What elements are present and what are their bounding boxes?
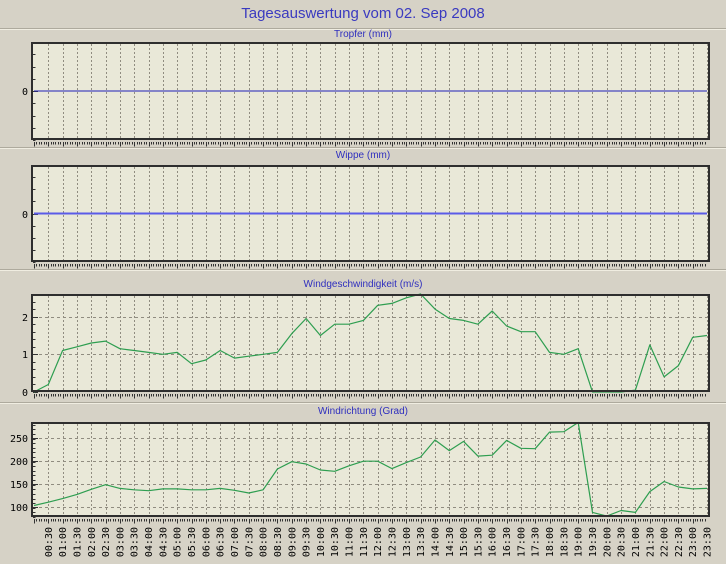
x-axis-time-label: 13:00: [402, 527, 413, 557]
x-axis-time-label: 00:30: [44, 527, 55, 557]
section-divider: [0, 269, 726, 271]
tropfer-plot: 0: [22, 42, 710, 147]
x-axis-time-label: 07:30: [244, 527, 255, 557]
x-axis-time-label: 02:00: [87, 527, 98, 557]
x-axis-time-label: 13:30: [416, 527, 427, 557]
chart-title-tropfer: Tropfer (mm): [334, 29, 392, 40]
x-axis-time-label: 16:30: [502, 527, 513, 557]
tropfer-ytick-label: 0: [22, 87, 28, 98]
x-axis-time-label: 22:30: [674, 527, 685, 557]
x-axis-time-label: 14:00: [430, 527, 441, 557]
x-axis-time-label: 10:00: [316, 527, 327, 557]
wippe-plot: 0: [22, 165, 710, 269]
windrichtung-ytick-label: 200: [10, 457, 28, 468]
x-axis-time-label: 20:00: [602, 527, 613, 557]
x-axis-time-label: 02:30: [101, 527, 112, 557]
section-divider: [0, 28, 726, 30]
windgeschwindigkeit-ytick-label: 0: [22, 388, 28, 399]
x-axis-time-label: 18:00: [545, 527, 556, 557]
x-axis-time-label: 21:30: [645, 527, 656, 557]
x-axis-time-label: 16:00: [488, 527, 499, 557]
x-axis-time-label: 23:30: [703, 527, 714, 557]
x-axis-time-label: 17:00: [516, 527, 527, 557]
x-axis-time-label: 01:30: [72, 527, 83, 557]
windrichtung-ytick-label: 100: [10, 503, 28, 514]
x-axis-time-label: 12:00: [373, 527, 384, 557]
x-axis-time-label: 08:00: [259, 527, 270, 557]
x-axis-time-label: 09:00: [287, 527, 298, 557]
x-axis-time-label: 08:30: [273, 527, 284, 557]
windrichtung-ytick-label: 250: [10, 434, 28, 445]
chart-title-windgeschwindigkeit: Windgeschwindigkeit (m/s): [303, 279, 423, 290]
x-axis-time-label: 19:00: [574, 527, 585, 557]
chart-title-windrichtung: Windrichtung (Grad): [317, 406, 409, 417]
x-axis-time-label: 06:00: [201, 527, 212, 557]
x-axis-time-label: 09:30: [302, 527, 313, 557]
x-axis-time-label: 05:30: [187, 527, 198, 557]
x-axis-time-label: 04:00: [144, 527, 155, 557]
x-axis-time-label: 12:30: [388, 527, 399, 557]
x-axis-time-label: 06:30: [216, 527, 227, 557]
x-axis-time-label: 18:30: [559, 527, 570, 557]
x-axis-time-label: 19:30: [588, 527, 599, 557]
windrichtung-ytick-label: 150: [10, 480, 28, 491]
x-axis-time-label: 20:30: [617, 527, 628, 557]
x-axis-time-label: 23:00: [688, 527, 699, 557]
x-axis-time-label: 11:30: [359, 527, 370, 557]
x-axis-time-label: 03:00: [115, 527, 126, 557]
x-axis-time-label: 14:30: [445, 527, 456, 557]
x-axis-time-label: 07:00: [230, 527, 241, 557]
x-axis-time-label: 05:00: [173, 527, 184, 557]
x-axis-time-label: 10:30: [330, 527, 341, 557]
section-divider: [0, 402, 726, 404]
section-divider: [0, 147, 726, 149]
windrichtung-series-line: [33, 421, 708, 517]
x-axis-time-label: 04:30: [158, 527, 169, 557]
x-axis-time-label: 11:00: [345, 527, 356, 557]
x-axis-time-label: 01:00: [58, 527, 69, 557]
x-axis-time-label: 15:00: [459, 527, 470, 557]
windgeschwindigkeit-plot: 0 1 2: [22, 293, 710, 399]
windgeschwindigkeit-ytick-label: 2: [22, 313, 28, 324]
x-axis-time-label: 17:30: [531, 527, 542, 557]
x-axis-time-label: 22:00: [660, 527, 671, 557]
wippe-ytick-label: 0: [22, 210, 28, 221]
chart-title-wippe: Wippe (mm): [335, 150, 391, 161]
page-title: Tagesauswertung vom 02. Sep 2008: [241, 5, 485, 22]
windgeschwindigkeit-ytick-label: 1: [22, 350, 28, 361]
x-axis-time-label: 15:30: [473, 527, 484, 557]
x-axis-time-label: 03:30: [130, 527, 141, 557]
x-axis-time-label: 21:00: [631, 527, 642, 557]
